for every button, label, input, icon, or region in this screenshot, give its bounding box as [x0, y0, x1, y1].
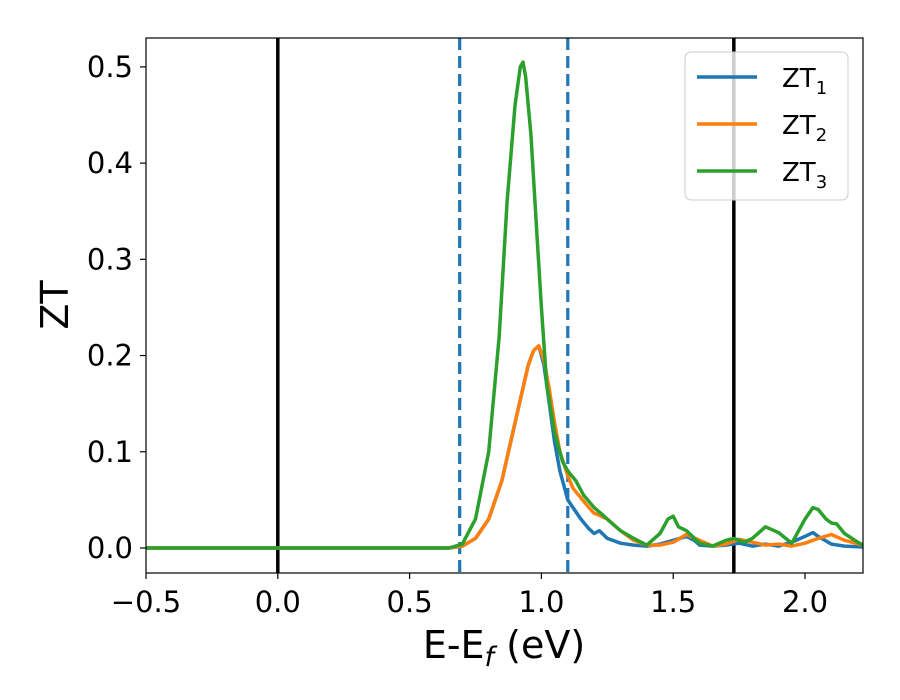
- y-tick-label: 0.5: [87, 50, 133, 84]
- x-tick-label: 0.5: [387, 585, 433, 619]
- plot-area-frame: [145, 37, 864, 574]
- y-tick-label: 0.4: [87, 146, 133, 180]
- y-tick-label: 0.3: [87, 242, 133, 276]
- series-line-2: [146, 344, 863, 550]
- y-axis-title: ZT: [33, 280, 77, 330]
- legend-label-1: ZT1: [782, 64, 827, 99]
- series-layer: [146, 60, 863, 550]
- x-axis-title: E-Ef (eV): [423, 623, 585, 673]
- x-tick-label: −0.5: [111, 585, 181, 619]
- y-tick-label: 0.1: [87, 435, 133, 469]
- series-line-1: [146, 344, 863, 550]
- legend-label-3: ZT3: [782, 158, 827, 193]
- y-tick-label: 0.0: [87, 531, 133, 565]
- x-tick-label: 0.0: [255, 585, 301, 619]
- x-tick-label: 1.5: [650, 585, 696, 619]
- x-axis-ticks: −0.5 0.0 0.5 1.0 1.5 2.0: [111, 573, 828, 619]
- reference-lines: [276, 38, 736, 573]
- legend-label-2: ZT2: [782, 111, 827, 146]
- legend: ZT1 ZT2 ZT3: [684, 51, 849, 201]
- y-axis-ticks: 0.0 0.1 0.2 0.3 0.4 0.5: [87, 50, 146, 565]
- x-tick-label: 1.0: [518, 585, 564, 619]
- x-tick-label: 2.0: [782, 585, 828, 619]
- y-tick-label: 0.2: [87, 339, 133, 373]
- legend-box: [684, 51, 849, 201]
- series-line-3: [146, 60, 863, 550]
